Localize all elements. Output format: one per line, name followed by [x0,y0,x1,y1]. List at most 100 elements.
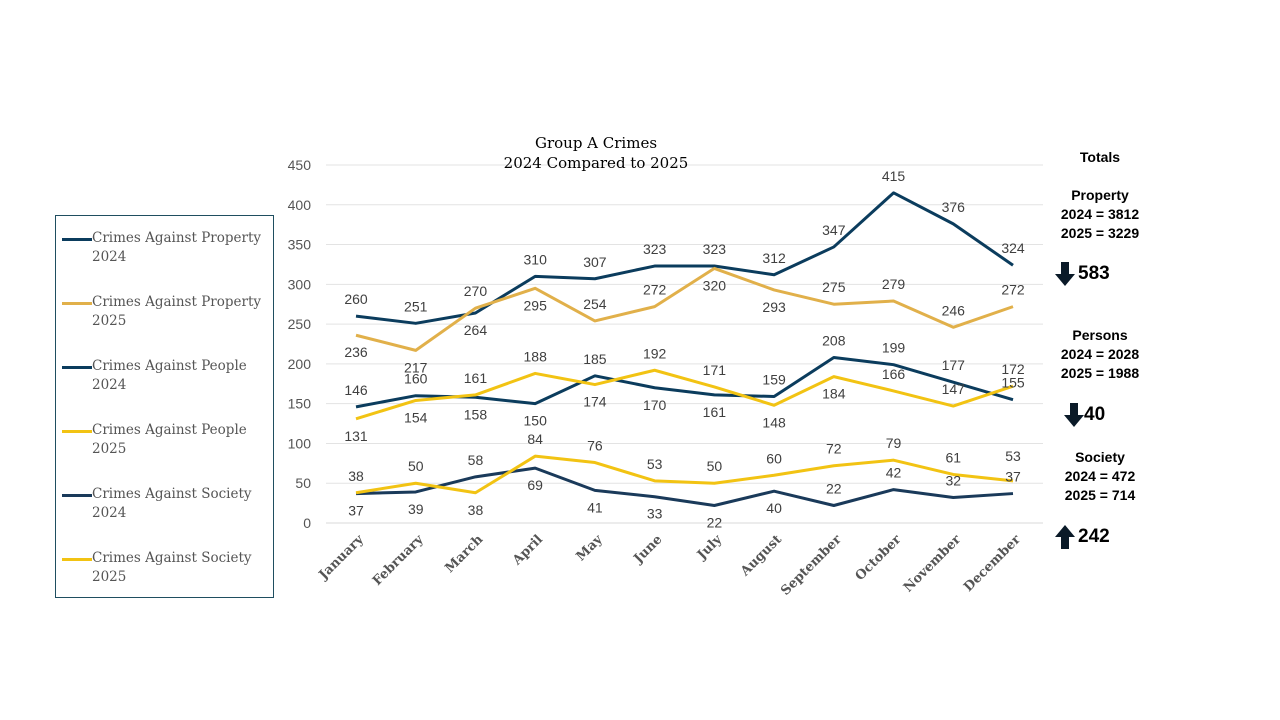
chart-title-line-2: 2024 Compared to 2025 [503,154,689,172]
data-label-people-2024: 177 [942,357,966,373]
delta-value: 40 [1084,404,1106,425]
persons-delta: 40 [1064,403,1105,427]
legend-label-year: 2025 [92,441,127,457]
data-label-property-2024: 251 [404,298,428,314]
data-label-society-2025: 50 [408,458,424,474]
data-label-people-2024: 160 [404,371,428,387]
data-label-people-2025: 147 [942,381,966,397]
data-label-society-2024: 40 [766,500,782,516]
data-label-people-2025: 131 [344,428,368,444]
data-label-society-2025: 61 [945,449,961,465]
data-label-society-2024: 33 [647,506,663,522]
data-label-people-2025: 184 [822,386,846,402]
x-tick-label: June [631,532,666,567]
y-tick-label: 200 [288,356,312,372]
data-label-society-2024: 41 [587,499,603,515]
x-tick-label: November [901,532,964,595]
data-label-property-2024: 415 [882,168,906,184]
totals-2024: 2024 = 472 [1064,468,1136,484]
society-delta: 242 [1055,525,1110,549]
arrow-down-icon [1064,403,1084,427]
totals-group-name: Persons [1072,327,1128,343]
data-label-people-2025: 154 [404,409,428,425]
data-label-property-2024: 323 [643,241,667,257]
totals-2025: 2025 = 3229 [1060,225,1140,241]
property-delta: 583 [1055,262,1110,286]
data-label-society-2024: 39 [408,501,424,517]
data-label-property-2025: 275 [822,279,846,295]
data-label-property-2025: 236 [344,344,368,360]
data-label-property-2025: 279 [882,276,906,292]
data-label-society-2024: 58 [468,452,484,468]
legend-label: Crimes Against People [92,358,247,374]
y-tick-label: 300 [288,276,312,292]
data-label-people-2024: 185 [583,351,607,367]
data-label-society-2025: 72 [826,441,842,457]
totals-property: Property 2024 = 3812 2025 = 3229 [1040,186,1160,243]
arrow-up-icon [1055,525,1075,549]
data-label-people-2024: 170 [643,397,667,413]
data-label-people-2024: 158 [464,406,488,422]
data-label-property-2025: 270 [464,283,488,299]
x-tick-label: September [778,532,845,599]
legend-label: Crimes Against Property [92,294,262,310]
data-label-property-2025: 295 [524,297,548,313]
legend-swatch [62,238,92,241]
totals-2024: 2024 = 3812 [1060,206,1140,222]
data-label-society-2025: 38 [348,468,364,484]
y-tick-label: 250 [288,316,312,332]
y-tick-label: 0 [303,515,311,531]
data-label-society-2025: 50 [707,458,723,474]
delta-value: 583 [1078,263,1110,284]
legend-swatch [62,558,92,561]
legend-label: Crimes Against Property [92,230,262,246]
y-tick-label: 50 [295,475,311,491]
legend-label: Crimes Against People [92,422,247,438]
data-label-society-2025: 84 [527,431,543,447]
data-label-people-2024: 150 [524,413,548,429]
data-label-property-2024: 307 [583,254,607,270]
totals-society: Society 2024 = 472 2025 = 714 [1040,448,1160,505]
data-label-property-2025: 246 [942,302,966,318]
data-label-people-2024: 155 [1001,375,1025,391]
data-label-property-2024: 323 [703,241,727,257]
data-label-property-2025: 254 [583,296,607,312]
totals-group-name: Property [1071,187,1129,203]
totals-heading: Totals [1079,149,1121,165]
data-label-society-2024: 42 [886,465,902,481]
x-tick-label: April [509,532,546,569]
data-label-people-2025: 172 [1001,361,1025,377]
delta-value: 242 [1078,526,1110,547]
data-label-property-2024: 347 [822,222,846,238]
x-tick-label: May [574,532,606,564]
data-label-people-2024: 199 [882,340,906,356]
data-label-property-2025: 272 [643,282,667,298]
data-label-people-2024: 146 [344,382,368,398]
x-tick-label: October [853,532,905,584]
data-label-property-2025: 217 [404,359,428,375]
data-label-society-2025: 76 [587,438,603,454]
data-label-society-2025: 60 [766,450,782,466]
data-label-people-2025: 166 [882,366,906,382]
series-line-property-2025 [355,266,1014,352]
y-tick-label: 450 [288,157,312,173]
data-label-people-2025: 171 [703,362,727,378]
data-label-people-2025: 174 [583,394,607,410]
data-label-society-2025: 53 [647,456,663,472]
data-label-people-2024: 208 [822,333,846,349]
y-tick-label: 350 [288,237,312,253]
data-label-property-2024: 324 [1001,240,1025,256]
chart-title: Group A Crimes 2024 Compared to 2025 [460,133,732,173]
totals-persons: Persons 2024 = 2028 2025 = 1988 [1040,326,1160,383]
data-label-society-2024: 22 [707,514,723,530]
data-label-people-2025: 188 [524,348,548,364]
series-line-people-2025 [355,368,1014,421]
data-label-people-2025: 148 [762,414,786,430]
series-line-property-2024 [355,191,1014,325]
legend-swatch [62,302,92,305]
x-tick-label: August [737,532,785,580]
data-label-property-2024: 376 [942,199,966,215]
legend-swatch [62,494,92,497]
data-label-people-2025: 161 [464,370,488,386]
legend-label-year: 2024 [92,505,127,521]
